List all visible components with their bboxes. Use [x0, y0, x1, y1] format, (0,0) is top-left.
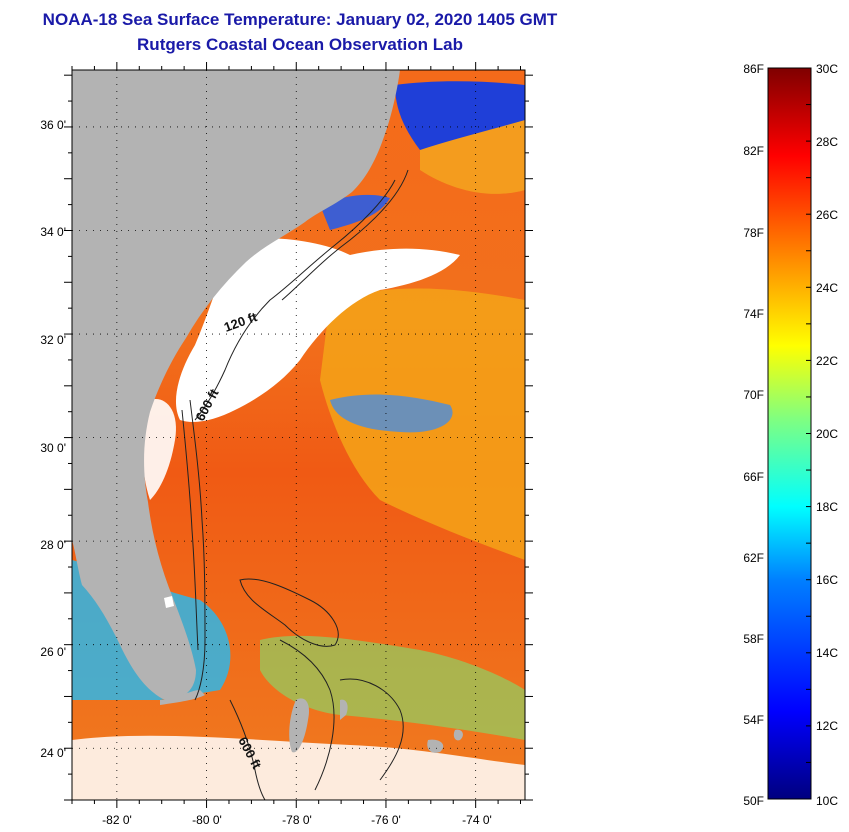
lat-label: 36 0'	[40, 118, 66, 132]
cloud-cover-georgia	[142, 399, 176, 500]
contour-line	[279, 639, 335, 791]
bahamas-island	[453, 729, 463, 741]
contour-line	[229, 699, 266, 800]
lat-label: 30 0'	[40, 441, 66, 455]
colorbar-c-label: 26C	[816, 208, 838, 222]
colorbar-f-label: 62F	[743, 551, 764, 565]
contour-line	[194, 179, 396, 421]
colorbar-f-label: 50F	[743, 794, 764, 808]
colorbar-c-label: 24C	[816, 281, 838, 295]
florida-keys	[160, 690, 205, 705]
map-frame	[71, 69, 526, 801]
andros-island	[289, 698, 310, 753]
sst-map: 120 ft 600 ft 600 ft	[72, 70, 525, 800]
us-mainland	[72, 70, 400, 700]
colorbar-c-label: 18C	[816, 500, 838, 514]
colorbar-f-label: 78F	[743, 226, 764, 240]
bahamas-island	[340, 699, 348, 720]
colorbar-c-label: 20C	[816, 427, 838, 441]
cold-eddy-patch	[330, 394, 453, 433]
lake-okeechobee	[164, 596, 174, 608]
graticule	[72, 70, 525, 800]
colorbar-c-label: 28C	[816, 135, 838, 149]
bahamas-island	[427, 739, 444, 753]
cool-banks-patch	[260, 635, 525, 740]
colorbar-f-label: 58F	[743, 632, 764, 646]
colorbar-c-label: 30C	[816, 62, 838, 76]
colorbar-f-label: 66F	[743, 470, 764, 484]
contour-line	[339, 678, 404, 781]
lon-label: -76 0'	[371, 813, 401, 827]
colorbar-celsius-labels: 30C 28C 26C 24C 22C 20C 18C 16C 14C 12C …	[816, 62, 838, 808]
colorbar-c-label: 14C	[816, 646, 838, 660]
lon-label: -74 0'	[462, 813, 492, 827]
colorbar-f-label: 70F	[743, 388, 764, 402]
lat-label: 26 0'	[40, 645, 66, 659]
temperature-colorbar: 86F 82F 78F 74F 70F 66F 62F 58F 54F 50F …	[743, 62, 838, 808]
contour-line	[239, 578, 339, 647]
cloud-cover-coastal	[175, 238, 461, 422]
colorbar-f-label: 54F	[743, 713, 764, 727]
colorbar-f-label: 74F	[743, 307, 764, 321]
longitude-labels: -82 0' -80 0' -78 0' -76 0' -74 0'	[102, 813, 492, 827]
map-title: NOAA-18 Sea Surface Temperature: January…	[42, 10, 558, 29]
colorbar-c-label: 10C	[816, 794, 838, 808]
colorbar-f-label: 86F	[743, 62, 764, 76]
colorbar-c-label: 22C	[816, 354, 838, 368]
colorbar-ticks	[806, 67, 811, 800]
colorbar-f-label: 82F	[743, 144, 764, 158]
colorbar-c-label: 16C	[816, 573, 838, 587]
cloud-cover-south	[72, 735, 525, 800]
lat-label: 32 0'	[40, 333, 66, 347]
contour-line	[189, 399, 206, 701]
lat-label: 28 0'	[40, 538, 66, 552]
colorbar-c-label: 12C	[816, 719, 838, 733]
colorbar-fahrenheit-labels: 86F 82F 78F 74F 70F 66F 62F 58F 54F 50F	[743, 62, 764, 808]
map-subtitle: Rutgers Coastal Ocean Observation Lab	[137, 35, 463, 54]
colorbar-gradient	[767, 67, 812, 800]
latitude-labels: 36 0' 34 0' 32 0' 30 0' 28 0' 26 0' 24 0…	[40, 118, 66, 760]
lat-label: 24 0'	[40, 746, 66, 760]
lat-label: 34 0'	[40, 225, 66, 239]
lon-label: -82 0'	[102, 813, 132, 827]
contour-line	[181, 409, 199, 651]
cold-shelf-mid	[320, 194, 390, 230]
cold-shelf-north	[395, 81, 525, 150]
lon-label: -80 0'	[192, 813, 222, 827]
lon-label: -78 0'	[282, 813, 312, 827]
axis-ticks	[64, 62, 533, 808]
contour-line	[281, 169, 409, 301]
